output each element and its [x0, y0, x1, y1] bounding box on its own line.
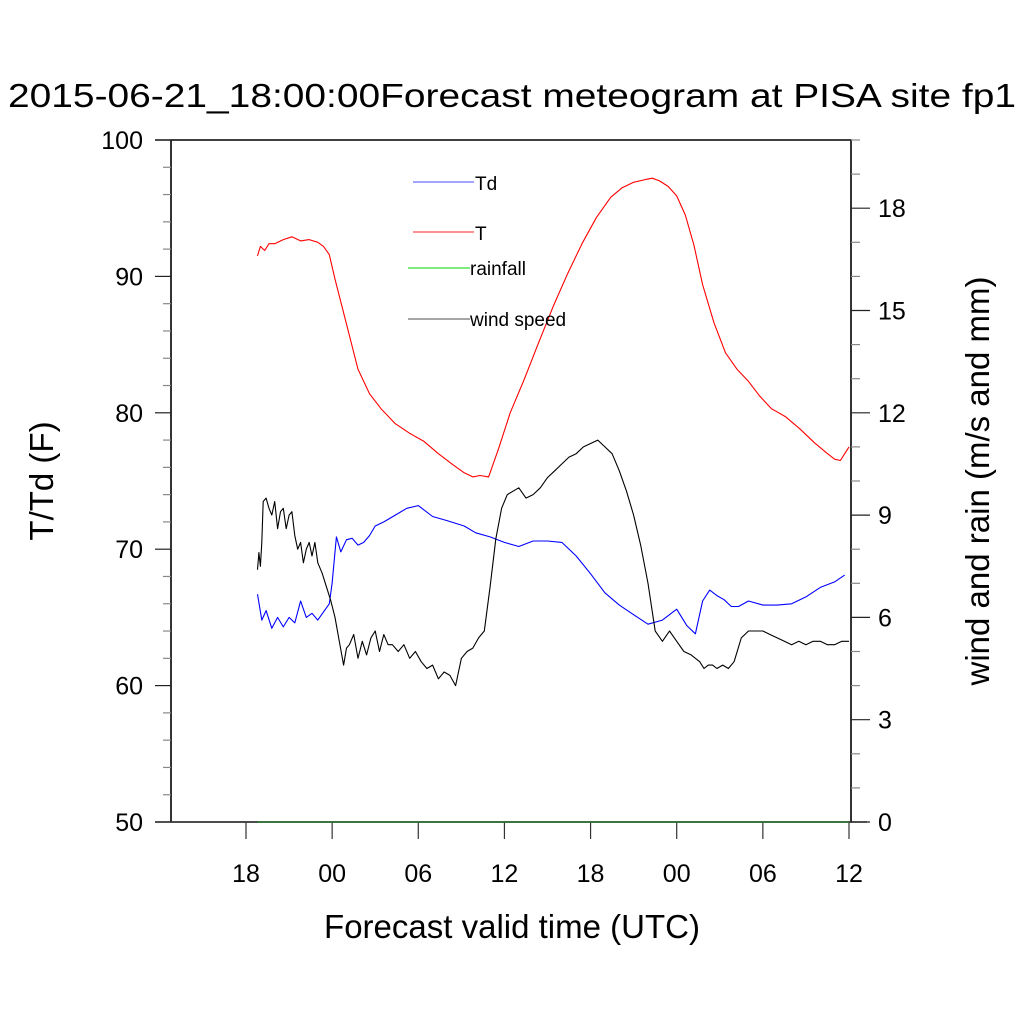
- legend-item-wind-speed: wind speed: [408, 310, 566, 331]
- left-y-axis-title: T/Td (F): [23, 421, 60, 540]
- x-tick-label: 00: [663, 860, 691, 888]
- series-td: [256, 505, 846, 635]
- left-y-axis-ticks: 50 60 70 80 90 100: [101, 127, 171, 837]
- series-layer: [256, 177, 850, 823]
- legend-item-t: T: [413, 224, 487, 245]
- x-tick-label: 06: [749, 860, 777, 888]
- legend-label-td: Td: [475, 174, 497, 195]
- right-y-axis-title: wind and rain (m/s and mm): [959, 277, 996, 687]
- legend: Td T rainfall wind speed: [408, 174, 566, 331]
- x-tick-label: 06: [404, 860, 432, 888]
- x-tick-label: 12: [835, 860, 863, 888]
- legend-item-td: Td: [413, 174, 497, 195]
- plot-frame: [155, 139, 867, 823]
- left-tick-label: 50: [115, 809, 143, 837]
- series-wind-speed: [256, 439, 849, 687]
- right-tick-label: 0: [878, 809, 892, 837]
- right-tick-label: 12: [878, 400, 906, 428]
- right-tick-label: 9: [878, 502, 892, 530]
- legend-label-t: T: [475, 224, 487, 245]
- x-tick-label: 18: [232, 860, 260, 888]
- left-tick-label: 90: [115, 263, 143, 291]
- right-tick-label: 3: [878, 707, 892, 735]
- series-t: [256, 177, 850, 478]
- x-tick-label: 12: [491, 860, 519, 888]
- right-tick-label: 18: [878, 195, 906, 223]
- legend-item-rainfall: rainfall: [408, 259, 526, 280]
- legend-label-rainfall: rainfall: [470, 259, 526, 280]
- right-y-axis-ticks: 0 3 6 9 12 15 18: [851, 139, 906, 837]
- legend-label-wind-speed: wind speed: [469, 310, 566, 331]
- x-axis-title: Forecast valid time (UTC): [324, 908, 700, 945]
- right-tick-label: 15: [878, 298, 906, 326]
- left-tick-label: 100: [101, 127, 143, 155]
- left-tick-label: 80: [115, 400, 143, 428]
- left-tick-label: 60: [115, 673, 143, 701]
- chart-title: 2015-06-21_18:00:00Forecast meteogram at…: [8, 77, 1016, 114]
- plot-area: [170, 139, 852, 823]
- x-tick-label: 00: [318, 860, 346, 888]
- left-tick-label: 70: [115, 536, 143, 564]
- x-axis-ticks: 18 00 06 12 18 00 06 12: [232, 822, 863, 888]
- x-tick-label: 18: [577, 860, 605, 888]
- right-tick-label: 6: [878, 604, 892, 632]
